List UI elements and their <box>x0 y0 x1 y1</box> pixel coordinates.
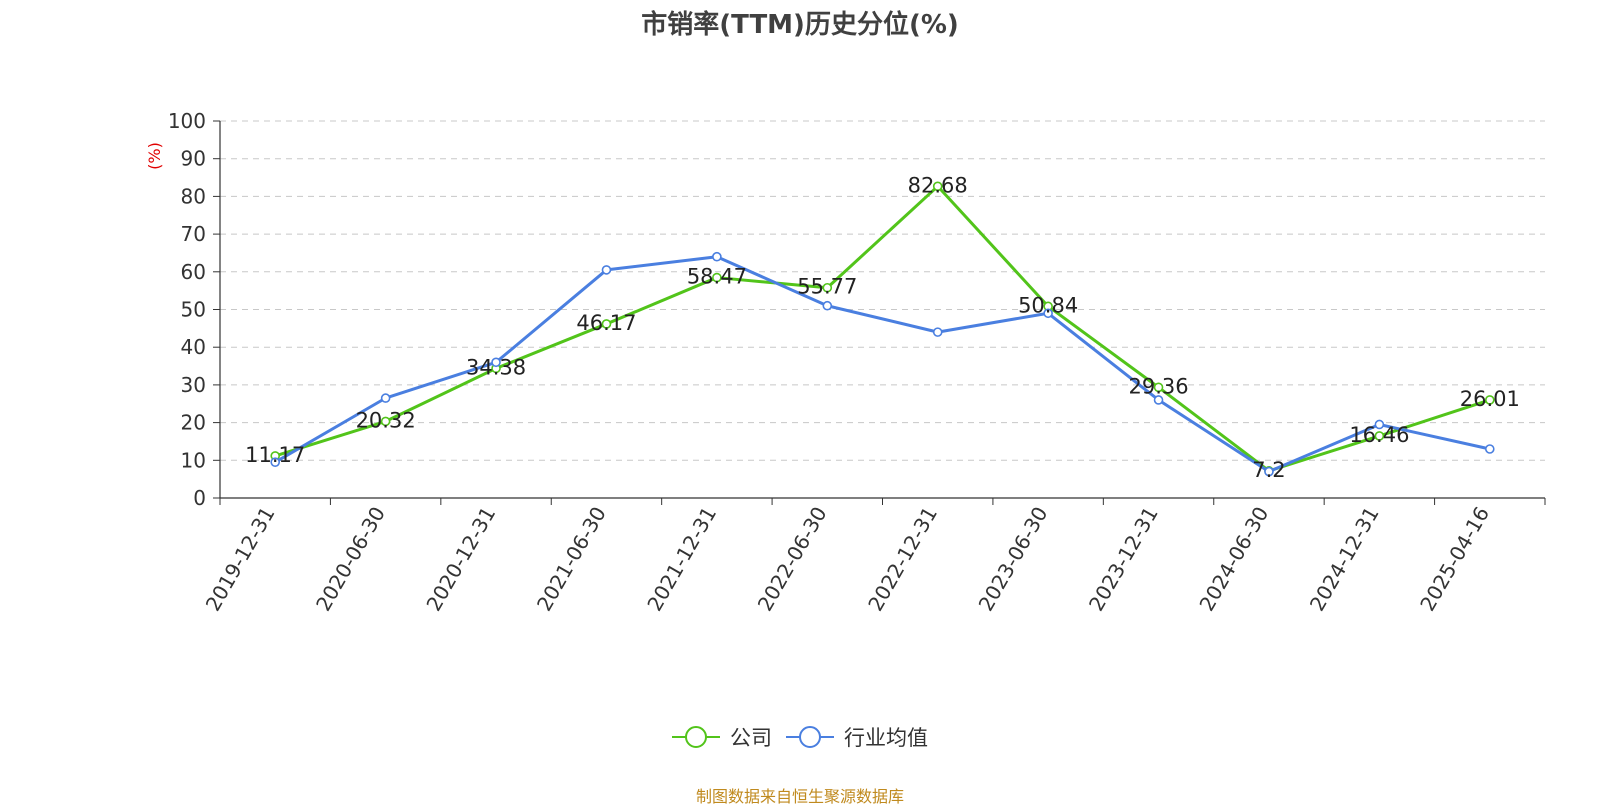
legend-label: 公司 <box>730 726 772 750</box>
data-point[interactable] <box>1264 466 1274 477</box>
y-tick-label: 100 <box>168 109 206 133</box>
x-tick-label: 2024-06-30 <box>1194 503 1273 616</box>
data-point[interactable] <box>270 457 281 467</box>
x-tick-label: 2020-06-30 <box>311 503 390 616</box>
y-tick-label: 60 <box>181 260 206 284</box>
x-tick-label: 2020-12-31 <box>421 502 500 615</box>
data-point[interactable] <box>1484 444 1495 454</box>
legend: 公司 行业均值 <box>0 722 1600 752</box>
legend-item-1[interactable]: 行业均值 <box>786 722 928 752</box>
data-point[interactable] <box>932 181 943 192</box>
x-tick-label: 2021-12-31 <box>642 503 721 616</box>
data-point[interactable] <box>491 357 501 368</box>
data-point[interactable] <box>712 251 722 262</box>
x-tick-label: 2021-06-30 <box>532 503 611 616</box>
legend-marker-icon <box>786 726 834 748</box>
data-label: 29.36 <box>1128 374 1188 398</box>
data-label: 26.01 <box>1460 387 1520 411</box>
data-label: 58.47 <box>687 265 747 289</box>
y-tick-label: 50 <box>181 298 206 322</box>
x-tick-label: 2023-06-30 <box>974 503 1053 616</box>
x-tick-label: 2019-12-31 <box>201 503 280 616</box>
x-tick-label: 2022-06-30 <box>753 503 832 616</box>
grid-lines <box>220 120 1545 461</box>
y-tick-label: 40 <box>181 335 206 359</box>
chart-title: 市销率(TTM)历史分位(%) <box>641 10 959 40</box>
data-point[interactable] <box>601 319 612 329</box>
data-point[interactable] <box>1043 308 1053 319</box>
data-label: 20.32 <box>356 408 416 432</box>
data-point[interactable] <box>932 327 943 337</box>
data-label: 55.77 <box>797 275 857 299</box>
data-point[interactable] <box>380 393 391 403</box>
data-label: 46.17 <box>576 311 636 335</box>
y-axis-title: (%) <box>145 142 164 170</box>
x-tick-label: 2023-12-31 <box>1084 503 1163 616</box>
y-tick-label: 90 <box>181 147 206 171</box>
data-label: 11.17 <box>245 443 305 467</box>
data-point[interactable] <box>1484 395 1495 405</box>
data-point[interactable] <box>822 282 833 293</box>
data-point[interactable] <box>1374 419 1385 430</box>
series-lines <box>270 181 1495 477</box>
series-line-1 <box>274 255 1491 474</box>
x-tick-label: 2024-12-31 <box>1305 503 1384 616</box>
data-point[interactable] <box>712 272 722 283</box>
data-point[interactable] <box>1153 382 1164 393</box>
x-tick-label: 2025-04-16 <box>1415 503 1494 616</box>
data-label: 7.2 <box>1252 458 1285 482</box>
data-point[interactable] <box>601 265 612 275</box>
data-label: 82.68 <box>908 173 968 197</box>
data-point[interactable] <box>1153 395 1164 405</box>
data-labels: 11.17 20.32 34.38 46.17 58.47 55.77 82.68 50.84… <box>245 173 1520 482</box>
data-label: 50.84 <box>1018 293 1078 317</box>
data-label: 16.46 <box>1349 423 1409 447</box>
y-tick-label: 70 <box>181 222 206 246</box>
y-tick-label: 10 <box>181 448 206 472</box>
y-tick-label: 30 <box>181 373 206 397</box>
series-line-0 <box>274 184 1491 473</box>
y-tick-label: 0 <box>193 486 206 510</box>
y-tick-label: 20 <box>181 411 206 435</box>
x-tick-label: 2022-12-31 <box>863 502 942 615</box>
data-point[interactable] <box>380 416 391 427</box>
source-note: 制图数据来自恒生聚源数据库 <box>695 787 904 806</box>
axes: 0 10 20 30 40 50 60 70 80 90 100 2019-12-31 2020-06-… <box>168 109 1546 616</box>
legend-item-0[interactable]: 公司 <box>672 722 772 752</box>
data-point[interactable] <box>1374 431 1385 441</box>
legend-marker-icon <box>672 726 720 748</box>
data-label: 34.38 <box>466 355 526 379</box>
data-point[interactable] <box>822 300 833 311</box>
y-tick-label: 80 <box>181 184 206 208</box>
legend-label: 行业均值 <box>844 726 928 750</box>
